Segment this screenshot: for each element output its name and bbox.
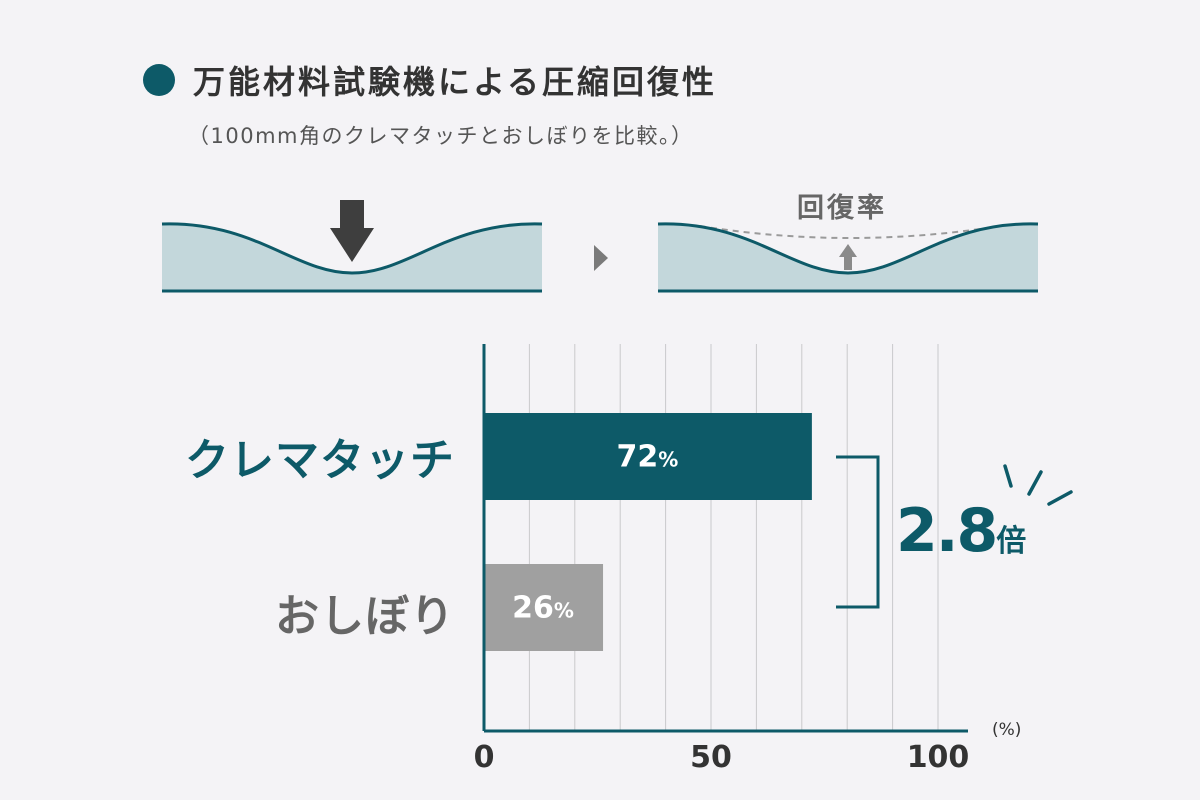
- press-down-arrow-icon: [330, 200, 374, 262]
- x-tick-label: 100: [906, 740, 970, 775]
- x-axis-unit-label: (%): [992, 720, 1022, 740]
- multiplier-value: 2.8: [896, 496, 998, 566]
- multiplier-callout: 2.8倍: [896, 496, 1026, 566]
- bar-value-label-oshibori: 26%: [512, 590, 574, 625]
- multiplier-unit: 倍: [996, 524, 1027, 559]
- x-tick-label: 0: [473, 740, 495, 775]
- bar-value-percent: %: [553, 598, 574, 622]
- category-label-oshibori: おしぼり: [275, 591, 455, 642]
- compressed-sample-shape: [162, 223, 542, 291]
- bar-value-percent: %: [658, 447, 679, 471]
- recovered-sample-shape: [658, 223, 1038, 291]
- comparison-bracket: [836, 455, 880, 609]
- bar-oshibori: [485, 564, 604, 651]
- recovery-up-arrow-icon: [839, 244, 857, 270]
- recovery-rate-label: 回復率: [797, 193, 887, 224]
- title-row: 万能材料試験機による圧縮回復性: [143, 52, 717, 108]
- x-tick-label: 50: [690, 740, 732, 775]
- bar-value-number: 26: [512, 590, 554, 625]
- chart-bars: [485, 413, 812, 651]
- compressed-sample-curve: [161, 222, 543, 275]
- title-bullet-dot: [143, 64, 175, 96]
- bar-kurematouch: [485, 413, 812, 500]
- bar-value-label-kurematouch: 72%: [617, 439, 679, 474]
- page-title: 万能材料試験機による圧縮回復性: [193, 63, 718, 101]
- recovered-sample-curve: [657, 222, 1039, 275]
- chart-gridlines: [528, 344, 939, 731]
- category-label-kurematouch: クレマタッチ: [185, 435, 455, 486]
- bar-value-number: 72: [616, 439, 659, 474]
- next-step-arrow-icon: [594, 245, 608, 271]
- emphasis-lines-icon: [1003, 464, 1073, 506]
- subtitle: （100mm角のクレマタッチとおしぼりを比較。）: [188, 124, 694, 148]
